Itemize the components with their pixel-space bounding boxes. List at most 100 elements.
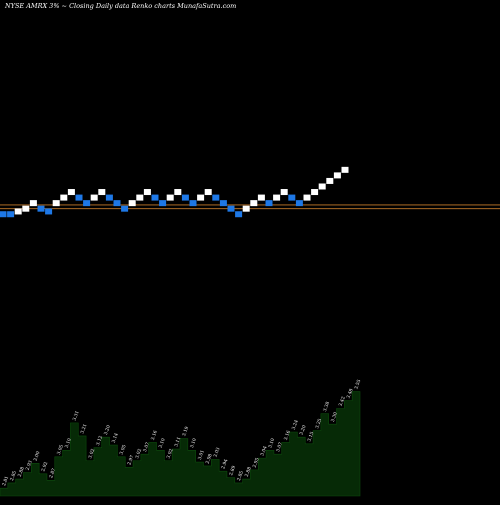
renko-brick: [7, 211, 15, 218]
volume-label: 3.10: [267, 437, 276, 449]
renko-brick: [288, 194, 296, 201]
volume-label: 3.31: [72, 410, 81, 422]
renko-brick: [333, 172, 341, 179]
renko-brick: [37, 205, 45, 212]
volume-label: 2.85: [9, 470, 18, 482]
chart-header: NYSE AMRX 3% ~ Closing Daily data Renko …: [4, 2, 236, 10]
volume-label: 3.20: [103, 424, 112, 436]
volume-label: 2.88: [17, 466, 26, 478]
volume-label: 3.55: [353, 379, 362, 391]
renko-brick: [151, 194, 159, 201]
renko-brick: [143, 189, 151, 196]
volume-label: 3.05: [56, 444, 65, 456]
renko-brick: [219, 200, 227, 207]
volume-label: 3.00: [32, 450, 41, 462]
renko-brick: [90, 194, 98, 201]
volume-label: 2.87: [48, 467, 57, 479]
renko-brick: [166, 194, 174, 201]
renko-brick: [60, 194, 68, 201]
volume-area-path: [0, 391, 361, 497]
renko-brick: [75, 194, 83, 201]
volume-label: 3.38: [322, 401, 331, 413]
renko-brick: [98, 189, 106, 196]
renko-brick: [0, 211, 7, 218]
volume-label: 3.14: [111, 432, 120, 444]
renko-brick: [326, 177, 334, 184]
volume-label: 2.97: [126, 454, 135, 466]
volume-label: 2.94: [220, 458, 229, 470]
volume-labels: 2.81 2.85 2.882.933.002.922.873.053.103.31…: [1, 379, 362, 487]
volume-label: 3.04: [259, 445, 268, 457]
volume-label: 3.03: [212, 447, 221, 459]
renko-brick: [128, 200, 136, 207]
volume-label: 3.05: [119, 444, 128, 456]
volume-label: 3.16: [283, 430, 292, 442]
renko-brick: [257, 194, 265, 201]
volume-label: 3.21: [79, 423, 88, 435]
volume-label: 3.24: [291, 419, 300, 431]
renko-brick: [227, 205, 235, 212]
volume-label: 3.48: [346, 388, 355, 400]
renko-brick: [273, 194, 281, 201]
volume-label: 3.02: [166, 448, 175, 460]
renko-brick: [197, 194, 205, 201]
renko-brick: [45, 208, 53, 215]
volume-label: 3.42: [338, 396, 347, 408]
renko-brick: [303, 194, 311, 201]
renko-brick: [67, 189, 75, 196]
renko-brick: [250, 200, 258, 207]
renko-brick: [159, 200, 167, 207]
volume-label: 3.25: [314, 418, 323, 430]
volume-label: 2.95: [252, 457, 261, 469]
volume-area: [0, 391, 361, 497]
volume-label: 3.02: [87, 448, 96, 460]
renko-brick: [29, 200, 37, 207]
renko-bricks: [0, 166, 349, 218]
volume-label: 2.85: [236, 470, 245, 482]
renko-brick: [181, 194, 189, 201]
volume-label: 3.10: [158, 437, 167, 449]
volume-label: 3.11: [173, 436, 182, 448]
renko-brick: [189, 200, 197, 207]
volume-label: 3.15: [306, 431, 315, 443]
volume-label: 3.20: [299, 424, 308, 436]
renko-brick: [242, 205, 250, 212]
renko-brick: [341, 166, 349, 173]
volume-label: 3.19: [181, 426, 190, 438]
renko-brick: [265, 200, 273, 207]
renko-brick: [174, 189, 182, 196]
renko-brick: [113, 200, 121, 207]
renko-brick: [52, 200, 60, 207]
volume-label: 2.81: [1, 475, 10, 487]
volume-label: 2.88: [244, 466, 253, 478]
renko-brick: [121, 205, 129, 212]
renko-brick: [280, 189, 288, 196]
renko-brick: [105, 194, 113, 201]
volume-label: 3.12: [95, 435, 104, 447]
volume-label: 3.30: [330, 411, 339, 423]
volume-label: 3.01: [197, 449, 206, 461]
volume-label: 3.10: [64, 437, 73, 449]
renko-brick: [14, 208, 22, 215]
volume-label: 2.98: [205, 453, 214, 465]
volume-label: 3.07: [142, 441, 151, 453]
renko-brick: [212, 194, 220, 201]
renko-brick: [318, 183, 326, 190]
volume-label: 3.02: [134, 448, 143, 460]
renko-brick: [311, 189, 319, 196]
renko-brick: [235, 211, 243, 218]
renko-brick: [295, 200, 303, 207]
volume-label: 3.10: [189, 437, 198, 449]
volume-label: 3.16: [150, 430, 159, 442]
renko-brick: [83, 200, 91, 207]
renko-brick: [22, 205, 30, 212]
volume-label: 2.89: [228, 465, 237, 477]
volume-label: 2.92: [40, 461, 49, 473]
volume-label: 3.07: [275, 441, 284, 453]
renko-brick: [136, 194, 144, 201]
volume-label: 2.93: [25, 460, 34, 472]
renko-brick: [204, 189, 212, 196]
